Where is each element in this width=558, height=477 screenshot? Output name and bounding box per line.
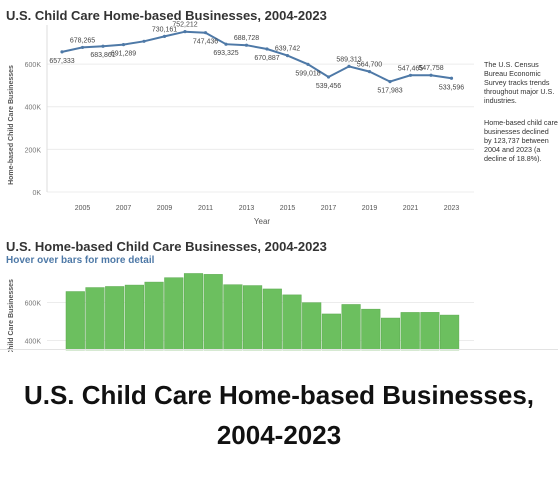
bar[interactable] — [85, 287, 105, 351]
bar[interactable] — [203, 274, 223, 351]
line-chart-data-label: 539,456 — [316, 83, 341, 90]
bar-chart-y-axis-label: Child Care Businesses — [8, 279, 15, 352]
line-chart-data-label: 547,758 — [418, 65, 443, 72]
line-chart-data-label: 693,325 — [213, 50, 238, 57]
line-chart-point[interactable] — [142, 39, 146, 43]
line-chart-y-ticks: 0K 200K 400K 600K — [25, 62, 42, 197]
line-chart-data-label: 639,742 — [275, 46, 300, 53]
line-chart-data-label: 599,018 — [295, 70, 320, 77]
bar[interactable] — [321, 313, 341, 351]
hover-hint: Hover over bars for more detail — [6, 255, 155, 266]
line-chart-data-label: 752,212 — [172, 22, 197, 29]
line-chart-y-tick: 200K — [25, 147, 42, 154]
line-chart-data-label: 517,983 — [377, 88, 402, 95]
bar-chart-y-tick: 400K — [25, 338, 42, 345]
bar-chart-bars — [65, 273, 460, 351]
line-chart-point[interactable] — [367, 70, 372, 74]
line-chart-point[interactable] — [326, 75, 331, 79]
line-chart-data-label: 691,289 — [111, 51, 136, 58]
line-chart-x-tick: 2017 — [321, 205, 337, 212]
line-chart-data-label: 730,161 — [152, 26, 177, 33]
line-chart-x-tick: 2019 — [362, 205, 378, 212]
bar[interactable] — [183, 273, 204, 351]
line-chart-point[interactable] — [265, 47, 269, 51]
bar[interactable] — [380, 317, 401, 351]
line-chart-point[interactable] — [101, 44, 105, 48]
line-chart-x-ticks: 2005 2007 2009 2011 2013 2015 2017 2019 2021 2023 — [75, 205, 460, 212]
line-chart-point[interactable] — [408, 73, 413, 77]
survey-note: The U.S. Census Bureau Economic Survey t… — [484, 60, 555, 105]
line-chart-point[interactable] — [224, 42, 228, 46]
line-chart-point[interactable] — [203, 31, 208, 35]
line-chart-point[interactable] — [285, 54, 290, 58]
bar[interactable] — [243, 285, 263, 351]
bar[interactable] — [440, 314, 460, 351]
line-chart-y-tick: 600K — [25, 62, 42, 69]
bar-chart-y-ticks: 400K 600K — [25, 300, 42, 345]
line-chart-data-label: 678,265 — [70, 37, 95, 44]
bar[interactable] — [164, 277, 184, 351]
bar-chart-y-tick: 600K — [25, 300, 42, 307]
line-chart-x-tick: 2011 — [198, 205, 213, 212]
bar[interactable] — [65, 291, 85, 351]
line-chart-point[interactable] — [183, 30, 187, 34]
line-chart-point[interactable] — [121, 43, 126, 47]
line-chart-x-tick: 2009 — [157, 205, 173, 212]
line-chart-point[interactable] — [162, 34, 167, 38]
line-chart-data-label: 533,596 — [439, 84, 464, 91]
bar[interactable] — [105, 286, 125, 351]
line-chart-gridlines — [46, 25, 474, 193]
bar[interactable] — [341, 304, 361, 351]
line-chart-y-axis-label: Home-based Child Care Businesses — [8, 65, 15, 185]
line-chart-data-label: 547,465 — [398, 65, 423, 72]
line-chart-data-label: 657,333 — [49, 58, 74, 65]
caption-line-2: 2004-2023 — [216, 420, 342, 450]
bar[interactable] — [282, 294, 302, 351]
line-chart-point[interactable] — [244, 43, 249, 47]
bottom-chart-title: U.S. Home-based Child Care Businesses, 2… — [6, 239, 327, 254]
divider — [0, 349, 558, 350]
bar[interactable] — [361, 308, 381, 351]
line-chart-y-tick: 400K — [25, 105, 42, 112]
bar[interactable] — [223, 284, 243, 351]
top-chart-title: U.S. Child Care Home-based Businesses, 2… — [6, 8, 327, 23]
line-chart-x-tick: 2023 — [444, 205, 460, 212]
line-chart-data-label: 589,313 — [336, 56, 361, 63]
line-chart-point[interactable] — [80, 45, 85, 50]
line-chart-data-label: 747,436 — [193, 39, 218, 46]
line-chart-x-tick: 2013 — [239, 205, 255, 212]
line-chart-x-tick: 2007 — [116, 205, 132, 212]
line-chart-data-label: 564,700 — [357, 62, 382, 69]
decline-note: Home-based child care businesses decline… — [484, 118, 558, 163]
line-chart-points — [60, 30, 454, 84]
bar[interactable] — [302, 302, 322, 351]
bar[interactable] — [144, 281, 164, 351]
line-chart-point[interactable] — [429, 73, 433, 77]
line-chart-x-tick: 2021 — [403, 205, 419, 212]
line-chart-data-label: 670,887 — [254, 55, 279, 62]
line-chart-x-tick: 2005 — [75, 205, 91, 212]
bar[interactable] — [262, 288, 282, 351]
line-chart-point[interactable] — [306, 62, 310, 66]
bar[interactable] — [420, 312, 440, 351]
bar[interactable] — [400, 312, 420, 351]
bar[interactable] — [124, 284, 144, 351]
line-chart-x-tick: 2015 — [280, 205, 296, 212]
bar-chart: 400K 600K Child Care Businesses — [8, 273, 474, 352]
line-chart-point[interactable] — [347, 64, 351, 68]
line-chart-x-axis-label: Year — [254, 217, 271, 226]
caption-line-1: U.S. Child Care Home-based Businesses, — [23, 380, 535, 410]
line-series[interactable] — [61, 30, 452, 83]
line-chart-point[interactable] — [449, 76, 454, 80]
line-chart-data-label: 683,861 — [90, 52, 115, 59]
line-chart-point[interactable] — [60, 50, 64, 54]
line-chart-data-label: 688,728 — [234, 35, 259, 42]
line-chart-y-tick: 0K — [32, 190, 41, 197]
line-chart-point[interactable] — [388, 79, 392, 84]
